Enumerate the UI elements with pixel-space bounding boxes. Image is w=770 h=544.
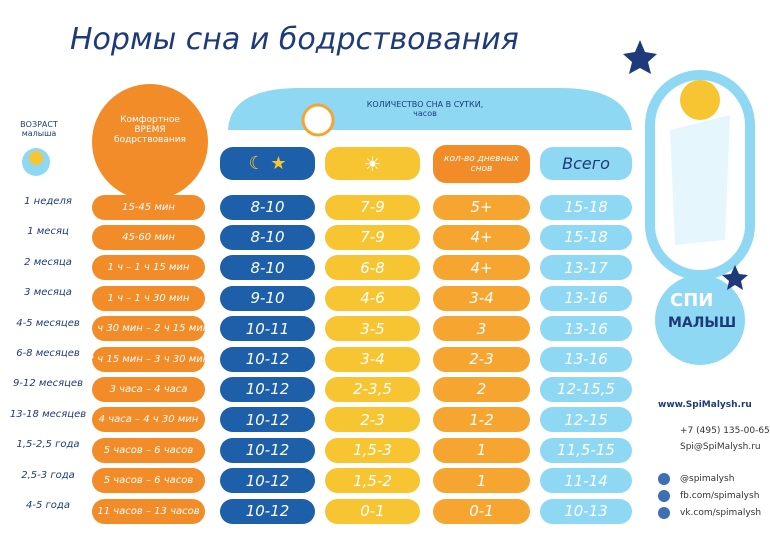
logo-bottom: МАЛЫШ [668, 315, 737, 331]
day-sleep: 1,5-2 [325, 468, 420, 494]
age-label: 4-5 месяцев [16, 317, 80, 329]
awake-time: 1 ч – 1 ч 30 мин [92, 285, 205, 311]
total-sleep: 15-18 [540, 194, 632, 220]
age-label: 13-18 месяцев [9, 408, 87, 420]
night-sleep: 10-11 [220, 316, 315, 342]
awake-time: 1 ч – 1 ч 15 мин [92, 255, 205, 281]
awake-time: 2 ч 15 мин – 3 ч 30 мин [88, 346, 209, 372]
naps-count: 5+ [433, 194, 530, 220]
age-label: 9-12 месяцев [13, 378, 83, 390]
night-sleep: 10-12 [220, 437, 315, 463]
night-sleep: 10-12 [220, 468, 315, 494]
naps-count: 1-2 [433, 407, 530, 433]
age-label: 6-8 месяцев [16, 348, 80, 359]
naps-count: 4+ [433, 224, 530, 250]
night-sleep: 10-12 [220, 407, 315, 433]
total-header: Всего [540, 147, 632, 180]
naps-count: 1 [433, 468, 530, 494]
day-sleep: 0-1 [325, 498, 420, 524]
age-label: 4-5 года [26, 500, 70, 511]
day-sleep: 3-4 [325, 346, 420, 372]
awake-time: 4 часа – 4 ч 30 мин [92, 407, 205, 433]
day-sleep: 7-9 [325, 194, 420, 220]
email[interactable]: Spi@SpiMalysh.ru [680, 442, 761, 452]
night-sleep: 10-12 [220, 376, 315, 402]
day-sleep: 3-5 [325, 316, 420, 342]
night-sleep: 8-10 [220, 194, 315, 220]
day-sleep: 6-8 [325, 255, 420, 281]
day-sleep: 7-9 [325, 224, 420, 250]
night-sleep: 8-10 [220, 224, 315, 250]
facebook[interactable]: fb.com/spimalysh [680, 491, 760, 501]
age-label: 2 месяца [24, 256, 72, 268]
age-label: 1 месяц [27, 226, 69, 238]
total-sleep: 15-18 [540, 224, 632, 250]
total-sleep: 12-15,5 [540, 376, 632, 402]
day-sleep: 2-3,5 [325, 376, 420, 402]
naps-count: 1 [433, 437, 530, 463]
total-sleep: 10-13 [540, 498, 632, 524]
total-sleep: 11-14 [540, 468, 632, 494]
instagram[interactable]: @spimalysh [680, 474, 735, 484]
sleep-header: КОЛИЧЕСТВО СНА В СУТКИ, часов [366, 100, 484, 118]
naps-count: 3-4 [433, 285, 530, 311]
phone: +7 (495) 135-00-65 [680, 426, 770, 436]
naps-count: 0-1 [433, 498, 530, 524]
naps-count: 2 [433, 376, 530, 402]
awake-time: 15-45 мин [92, 194, 205, 220]
night-sleep: 10-12 [220, 346, 315, 372]
awake-time: 45-60 мин [92, 224, 205, 250]
day-sleep: 1,5-3 [325, 437, 420, 463]
awake-time: 5 часов – 6 часов [92, 468, 205, 494]
day-icon: ☀ [325, 147, 420, 180]
awake-time: 11 часов – 13 часов [92, 498, 205, 524]
age-header: ВОЗРАСТ малыша [20, 120, 58, 138]
total-sleep: 13-16 [540, 285, 632, 311]
total-sleep: 12-15 [540, 407, 632, 433]
total-sleep: 13-17 [540, 255, 632, 281]
age-label: 1 неделя [24, 196, 72, 207]
age-label: 1,5-2,5 года [16, 439, 80, 451]
age-label: 3 месяца [24, 287, 72, 299]
awake-time: 1 ч 30 мин – 2 ч 15 мин [88, 316, 209, 342]
site[interactable]: www.SpiMalysh.ru [658, 400, 752, 410]
night-sleep: 9-10 [220, 285, 315, 311]
awake-time: 5 часов – 6 часов [92, 437, 205, 463]
logo-top: СПИ [670, 290, 714, 311]
day-sleep: 4-6 [325, 285, 420, 311]
age-label: 2,5-3 года [21, 469, 75, 481]
night-icon: ☾ ★ [220, 147, 315, 180]
naps-header: кол-во дневных снов [433, 145, 530, 183]
total-sleep: 13-16 [540, 346, 632, 372]
total-sleep: 13-16 [540, 316, 632, 342]
title: Нормы сна и бодрствования [70, 22, 519, 57]
naps-count: 2-3 [433, 346, 530, 372]
night-sleep: 8-10 [220, 255, 315, 281]
night-sleep: 10-12 [220, 498, 315, 524]
vk[interactable]: vk.com/spimalysh [680, 508, 762, 518]
awake-header: Комфортное ВРЕМЯ бодрствования [114, 115, 186, 145]
naps-count: 3 [433, 316, 530, 342]
total-sleep: 11,5-15 [540, 437, 632, 463]
awake-time: 3 часа – 4 часа [92, 376, 205, 402]
naps-count: 4+ [433, 255, 530, 281]
day-sleep: 2-3 [325, 407, 420, 433]
